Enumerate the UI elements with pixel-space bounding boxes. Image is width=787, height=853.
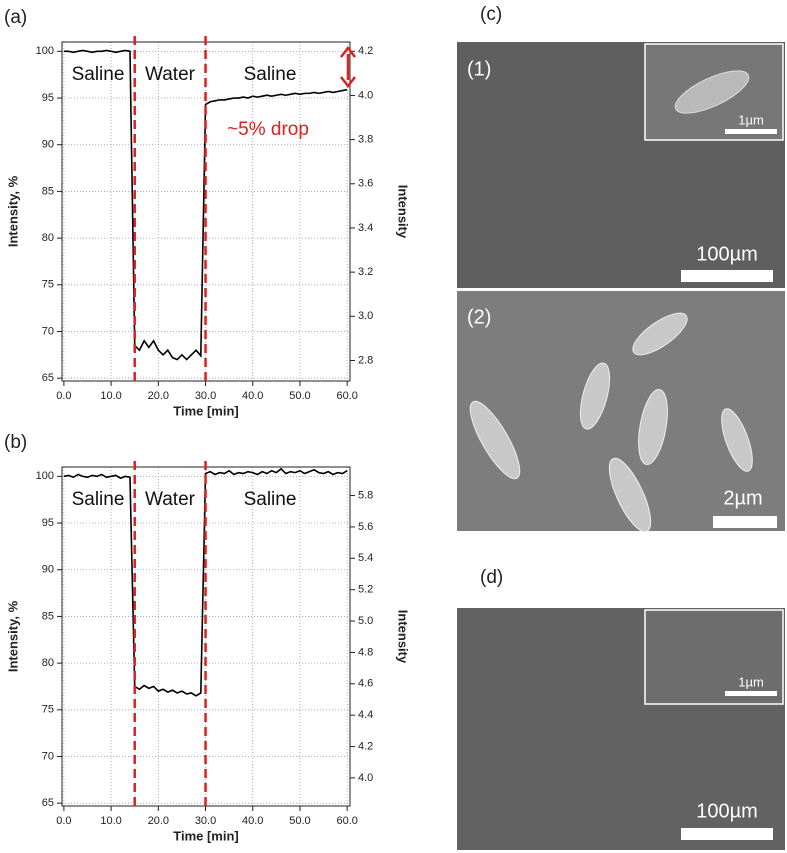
x-tick-label: 40.0 — [242, 390, 263, 402]
x-tick-label: 10.0 — [100, 390, 121, 402]
panel-label: (b) — [4, 432, 27, 453]
y2-tick-label: 4.8 — [358, 646, 373, 658]
y2-tick-label: 4.0 — [358, 89, 373, 101]
y-tick-label: 85 — [42, 185, 54, 197]
y2-axis-title: Intensity — [396, 610, 411, 664]
scale-bar — [725, 129, 777, 134]
x-tick-label: 30.0 — [195, 390, 216, 402]
x-tick-label: 20.0 — [148, 815, 169, 827]
y2-tick-label: 5.6 — [358, 521, 373, 533]
x-tick-label: 0.0 — [56, 815, 71, 827]
panel-label: (a) — [4, 7, 27, 28]
x-tick-label: 50.0 — [289, 390, 310, 402]
y-tick-label: 75 — [42, 279, 54, 291]
image-label: (1) — [467, 58, 491, 80]
y-tick-label: 70 — [42, 750, 54, 762]
y2-tick-label: 3.8 — [358, 134, 373, 146]
y2-tick-label: 3.6 — [358, 178, 373, 190]
scale-text: 1µm — [738, 112, 764, 127]
y2-tick-label: 4.6 — [358, 678, 373, 690]
y-tick-label: 100 — [36, 45, 54, 57]
x-axis-title: Time [min] — [173, 403, 239, 418]
y2-tick-label: 4.2 — [358, 45, 373, 57]
y2-tick-label: 4.0 — [358, 772, 373, 784]
x-tick-label: 50.0 — [289, 815, 310, 827]
scale-bar — [725, 691, 777, 696]
line — [63, 49, 348, 361]
annotation: Saline — [244, 489, 297, 510]
annotation: Water — [145, 489, 196, 510]
y2-tick-label: 3.4 — [358, 222, 373, 234]
y2-tick-label: 4.4 — [358, 709, 373, 721]
y-tick-label: 65 — [42, 797, 54, 809]
panel-label: (c) — [480, 4, 502, 25]
image-label: (2) — [467, 306, 491, 328]
y-tick-label: 100 — [36, 470, 54, 482]
y-tick-label: 90 — [42, 139, 54, 151]
x-tick-label: 10.0 — [100, 815, 121, 827]
y-axis-title: Intensity, % — [5, 175, 20, 247]
x-axis-title: Time [min] — [173, 828, 239, 843]
y2-tick-label: 5.0 — [358, 615, 373, 627]
y2-tick-label: 3.2 — [358, 266, 373, 278]
y-tick-label: 85 — [42, 610, 54, 622]
x-tick-label: 60.0 — [336, 815, 357, 827]
scale-text: 100µm — [696, 243, 758, 265]
arrow-head — [340, 76, 356, 89]
scale-text: 2µm — [723, 487, 762, 509]
cells — [469, 312, 753, 533]
inset — [644, 609, 784, 705]
scale-bar — [681, 828, 773, 840]
scale-text: 1µm — [738, 674, 764, 689]
x-tick-label: 60.0 — [336, 390, 357, 402]
scale-bar — [713, 516, 777, 528]
cell — [674, 70, 750, 114]
y-tick-label: 65 — [42, 372, 54, 384]
y-tick-label: 95 — [42, 517, 54, 529]
chart-a: (a) 0.0 10.0 20.0 30.0 40.0 50.0 60.0 65 70 75 80 85… — [4, 7, 411, 418]
y2-tick-label: 2.8 — [358, 354, 373, 366]
x-tick-label: 20.0 — [148, 390, 169, 402]
annotation: Water — [145, 64, 196, 85]
y-tick-label: 80 — [42, 232, 54, 244]
y-tick-label: 90 — [42, 564, 54, 576]
annotation: Saline — [244, 64, 297, 85]
y2-tick-label: 4.2 — [358, 740, 373, 752]
y-tick-label: 80 — [42, 657, 54, 669]
sem-images: (c) (1) 1µm 100µm (2) 2µm (d) 1µm 100µm — [457, 4, 785, 850]
annotation: ~5% drop — [227, 119, 309, 140]
annotation: Saline — [72, 64, 125, 85]
y-axis-title: Intensity, % — [5, 600, 20, 672]
annotation: Saline — [72, 489, 125, 510]
y2-tick-label: 3.0 — [358, 310, 373, 322]
scale-text: 100µm — [696, 800, 758, 822]
arrow-head — [340, 45, 356, 58]
panel-label: (d) — [480, 567, 503, 588]
y2-tick-label: 5.4 — [358, 552, 373, 564]
y-tick-label: 95 — [42, 92, 54, 104]
y2-tick-label: 5.2 — [358, 584, 373, 596]
y2-tick-label: 5.8 — [358, 489, 373, 501]
y-tick-label: 70 — [42, 325, 54, 337]
scale-bar — [681, 270, 773, 282]
x-tick-label: 0.0 — [56, 390, 71, 402]
chart-b: (b) 0.0 10.0 20.0 30.0 40.0 50.0 60.0 65 70 75 80 85… — [4, 432, 411, 843]
x-tick-label: 40.0 — [242, 815, 263, 827]
y2-axis-title: Intensity — [396, 185, 411, 239]
y-tick-label: 75 — [42, 704, 54, 716]
x-tick-label: 30.0 — [195, 815, 216, 827]
line — [63, 467, 348, 697]
